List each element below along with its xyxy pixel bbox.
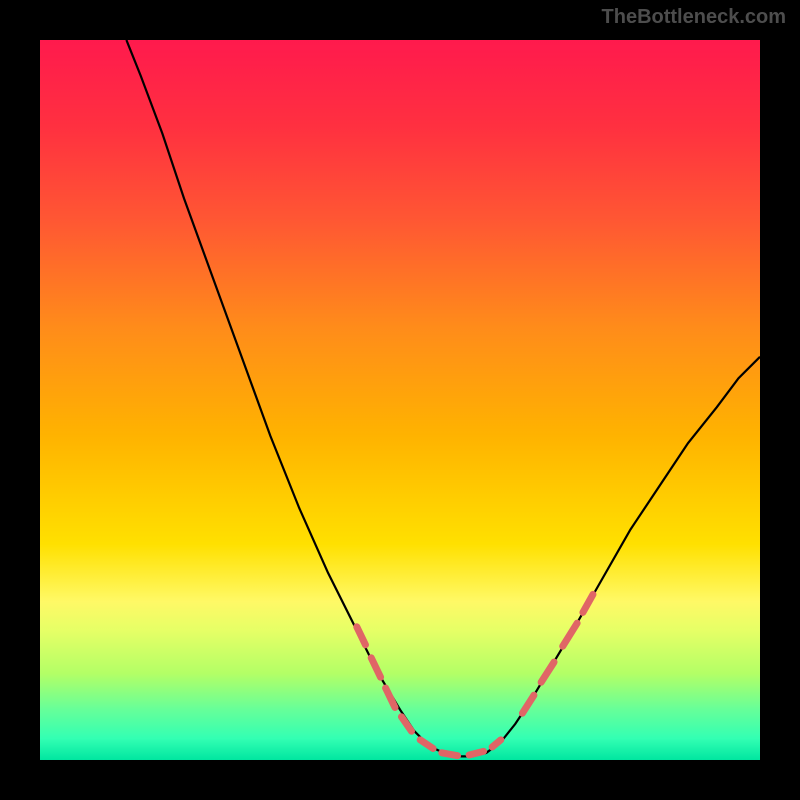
highlight-dash <box>371 658 380 677</box>
highlight-dash <box>563 623 577 646</box>
watermark-text: TheBottleneck.com <box>602 6 786 29</box>
curve-svg <box>40 40 760 760</box>
chart-container: TheBottleneck.com <box>0 0 800 800</box>
highlight-dash <box>401 717 411 731</box>
highlight-dash <box>492 740 501 747</box>
highlight-dash <box>469 751 483 755</box>
plot-area <box>40 40 760 760</box>
bottleneck-curve <box>126 40 760 756</box>
highlight-dash <box>541 662 554 682</box>
highlight-dash <box>420 740 433 749</box>
highlight-dash <box>583 594 593 612</box>
highlight-dash <box>357 627 366 645</box>
highlight-dash <box>386 688 395 707</box>
highlight-dash <box>522 695 534 713</box>
highlight-dash <box>442 753 458 756</box>
